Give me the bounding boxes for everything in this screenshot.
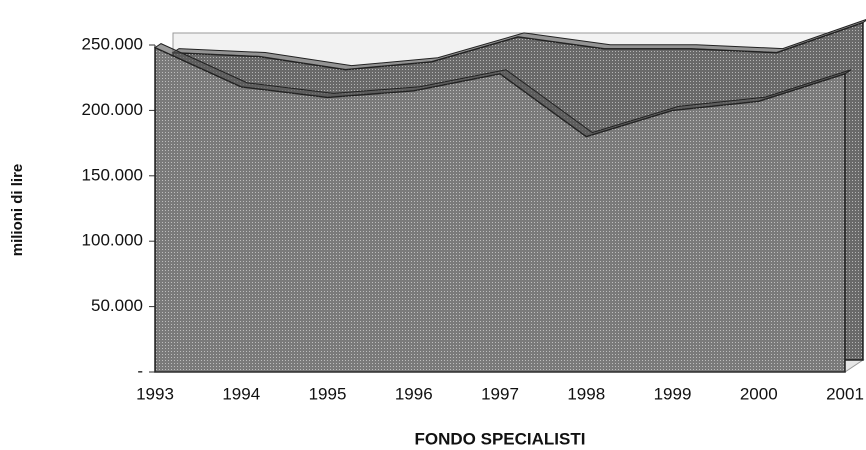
x-tick-label: 1994 [222,384,260,403]
x-tick-label: 1993 [136,384,174,403]
x-tick-label: 2000 [740,384,778,403]
y-axis-label: milioni di lire [9,164,26,257]
x-tick-label: 2001 [826,384,864,403]
x-tick-label: 1996 [395,384,433,403]
y-tick-label: 150.000 [82,165,143,184]
x-tick-label: 1998 [567,384,605,403]
y-tick-label: - [137,361,143,380]
x-tick-label: 1997 [481,384,519,403]
y-tick-label: 200.000 [82,100,143,119]
y-tick-label: 100.000 [82,231,143,250]
y-tick-label: 250.000 [82,34,143,53]
area-top [153,43,852,138]
x-tick-label: 1995 [309,384,347,403]
x-tick-label: 1999 [654,384,692,403]
x-axis-label: FONDO SPECIALISTI [415,429,586,448]
y-tick-label: 50.000 [91,296,143,315]
